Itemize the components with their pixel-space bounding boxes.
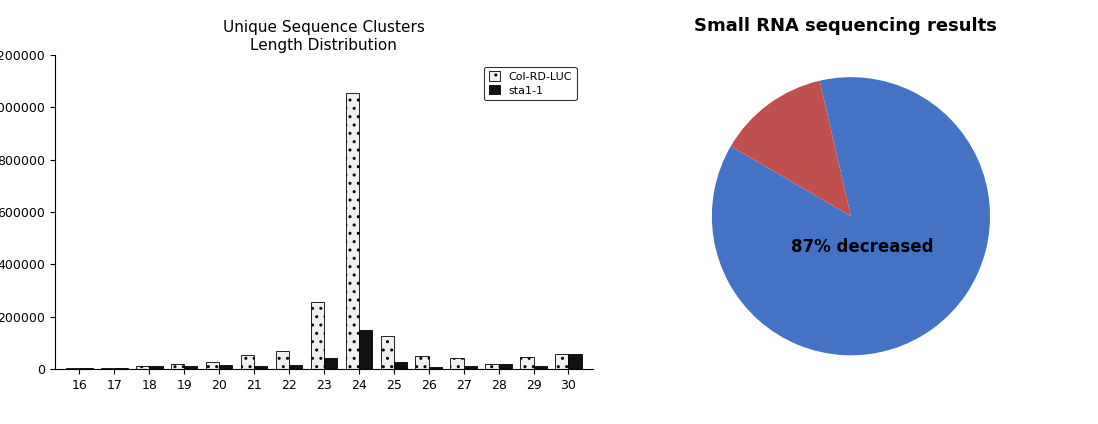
Bar [66,368,79,369]
Wedge shape [712,77,990,355]
Text: Small RNA sequencing results: Small RNA sequencing results [695,17,997,35]
Bar [463,366,477,369]
Bar [171,364,184,369]
Bar [254,366,267,369]
Bar [79,368,92,369]
Bar [450,358,463,369]
Text: 87% decreased: 87% decreased [791,238,933,256]
Bar [205,362,220,369]
Bar [220,365,233,369]
Bar [556,354,569,369]
Bar [240,355,254,369]
Wedge shape [731,81,851,216]
Bar [184,366,198,369]
Bar [394,362,407,369]
Bar [324,358,337,369]
Bar [101,368,114,369]
Bar [136,366,149,369]
Bar [381,336,394,369]
Bar [569,354,582,369]
Bar [534,366,547,369]
Title: Unique Sequence Clusters
Length Distribution: Unique Sequence Clusters Length Distribu… [223,20,425,53]
Bar [114,368,127,369]
Bar [485,364,498,369]
Bar [346,93,359,369]
Bar [276,351,289,369]
Bar [415,356,428,369]
Bar [359,330,372,369]
Legend: Col-RD-LUC, sta1-1: Col-RD-LUC, sta1-1 [484,67,576,100]
Bar [428,367,442,369]
Bar [520,357,534,369]
Bar [289,365,302,369]
Bar [149,366,163,369]
Bar [498,364,512,369]
Bar [311,302,324,369]
